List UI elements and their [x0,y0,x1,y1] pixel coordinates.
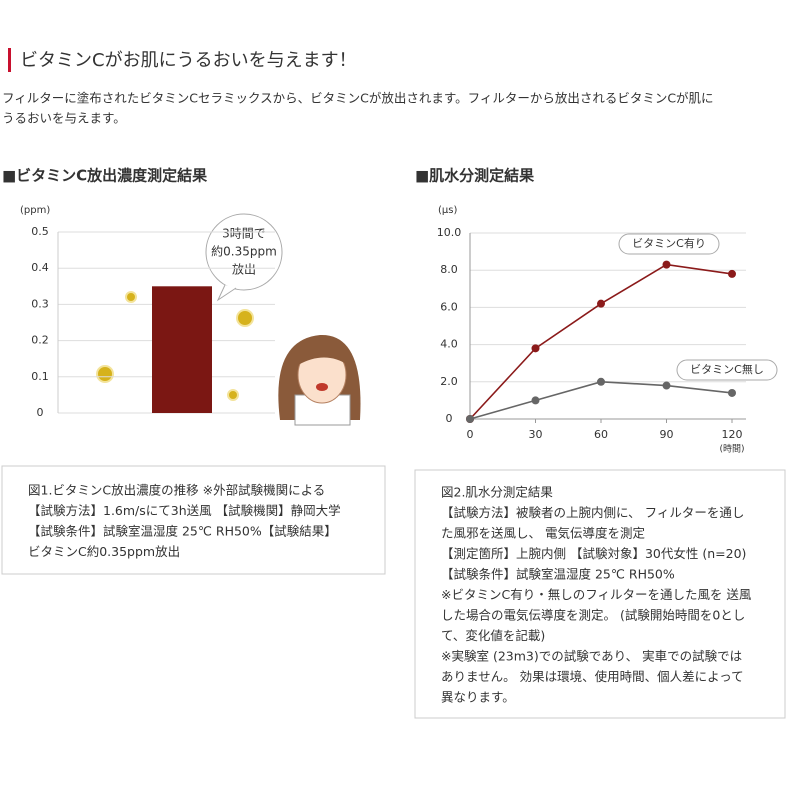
illustration [278,334,361,426]
point [597,299,605,308]
legend-label: ビタミンC無し [690,362,764,376]
description: フィルターに塗布されたビタミンCセラミックスから、ビタミンCが放出されます。フィ… [2,91,714,106]
x-tick-label: 30 [529,428,543,441]
annotation-tail [216,284,237,302]
caption: 図1.ビタミンC放出濃度の推移 ※外部試験機関による [28,483,325,498]
caption: 【試験条件】試験室温湿度 25℃ RH50% [441,567,675,582]
caption: ※実験室 (23m3)での試験であり、 実車での試験では [441,649,742,664]
x-axis-label: (時間) [719,444,744,455]
bar [152,286,212,413]
y-tick-label: 10.0 [437,226,462,239]
line [469,263,733,420]
y-tick-label: 0.1 [31,370,49,383]
annotation: 放出 [232,262,256,277]
annotation: 約0.35ppm [211,244,277,259]
y-tick-label: 0.2 [31,334,49,347]
line [469,380,733,420]
y-tick-label: 0.3 [31,297,49,310]
y-axis-label: (μs) [438,205,457,216]
caption: 【試験条件】試験室温湿度 25℃ RH50%【試験結果】 [28,524,337,539]
annotation-bubble [205,213,283,291]
x-tick-label: 60 [594,428,608,441]
y-tick-label: 0.4 [31,261,49,274]
y-tick-label: 0 [446,412,453,425]
description: うるおいを与えます。 [2,111,126,126]
point [662,381,671,390]
y-tick-label: 8.0 [440,263,458,276]
y-axis-label: (ppm) [20,205,50,216]
x-tick-label: 120 [722,428,743,441]
point [466,415,474,423]
caption: 異なります。 [441,690,515,705]
chart-title: ■肌水分測定結果 [415,167,535,185]
point [531,396,540,405]
y-tick-label: 6.0 [440,300,458,313]
caption: て、変化値を記載) [441,628,545,643]
legend-box [618,233,720,255]
y-tick-label: 0.5 [31,225,49,238]
caption-box [1,465,386,575]
caption: ビタミンC約0.35ppm放出 [28,544,180,559]
y-tick-label: 0 [37,406,44,419]
y-tick-label: 2.0 [440,375,458,388]
page-title: ビタミンCがお肌にうるおいを与えます！ [20,50,357,71]
annotation: 3時間で [222,227,266,241]
legend-label: ビタミンC有り [632,236,706,250]
caption: した場合の電気伝導度を測定。 (試験開始時間を0とし [441,608,745,623]
x-tick-label: 90 [660,428,674,441]
caption: 【試験方法】1.6m/sにて3h送風 【試験機関】静岡大学 [28,503,341,518]
caption-box [414,469,786,719]
title-accent [8,48,11,72]
chart-title: ■ビタミンC放出濃度測定結果 [2,167,208,185]
caption: 【試験方法】被験者の上腕内側に、 フィルターを通し [441,505,744,520]
x-tick-label: 0 [467,428,474,441]
decoration [96,291,254,401]
legend-box [676,359,778,381]
point [728,269,736,278]
caption: ※ビタミンC有り・無しのフィルターを通した風を 送風 [441,587,752,602]
caption: 図2.肌水分測定結果 [441,485,553,500]
point [597,377,605,386]
caption: 【測定箇所】上腕内側 【試験対象】30代女性 (n=20) [441,546,746,561]
caption: ありません。 効果は環境、使用時間、個人差によって [441,669,744,684]
y-tick-label: 4.0 [440,338,458,351]
point [531,344,540,353]
point [728,388,736,397]
caption: た風邪を送風し、 電気伝導度を測定 [441,526,645,541]
point [662,260,671,269]
